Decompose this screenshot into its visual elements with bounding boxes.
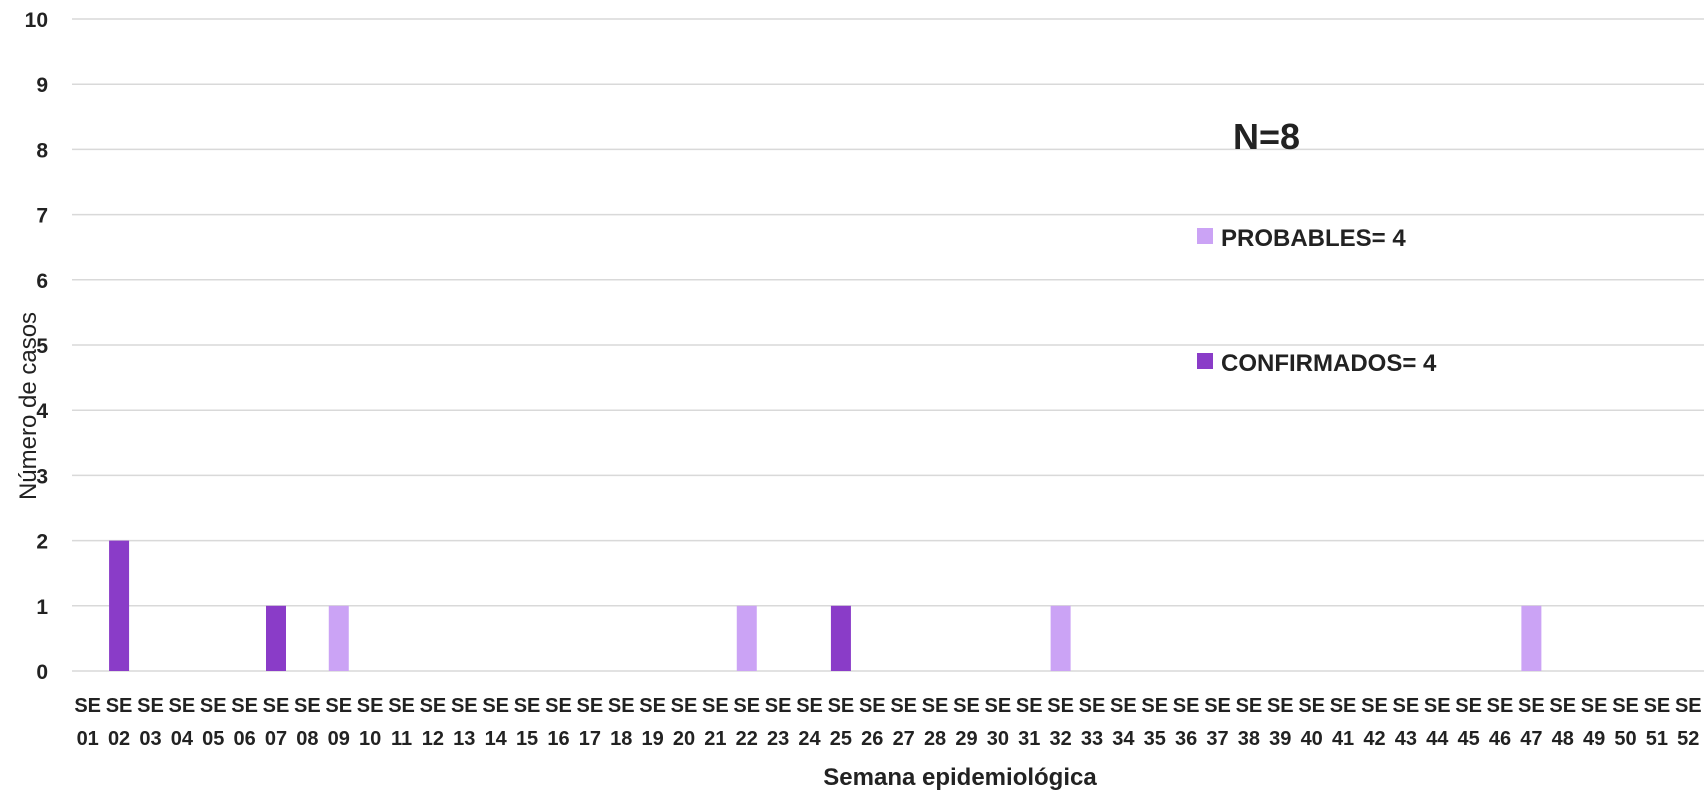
y-tick-label: 10 [25,9,48,32]
x-tick-label: SE 09 [325,695,352,750]
x-tick-label: SE 07 [263,695,290,750]
x-tick-label: SE 23 [765,695,792,750]
bar-confirmados-se25 [830,605,851,671]
x-tick-label: SE 44 [1424,695,1451,750]
y-tick-label: 0 [36,661,48,684]
x-tick-label: SE 24 [796,695,823,750]
x-tick-label: SE 31 [1016,695,1043,750]
y-tick-label: 6 [36,270,48,293]
x-tick-label: SE 15 [514,695,541,750]
y-tick-label: 7 [36,205,48,228]
x-tick-label: SE 03 [137,695,164,750]
x-tick-label: SE 04 [169,695,196,750]
x-tick-label: SE 48 [1549,695,1576,750]
x-tick-label: SE 12 [420,695,447,750]
x-tick-label: SE 49 [1581,695,1608,750]
x-tick-label: SE 45 [1455,695,1482,750]
y-tick-label: 9 [36,74,48,97]
legend-swatch-confirmados [1197,353,1213,369]
x-tick-label: SE 14 [482,695,509,750]
bar-probables-se22 [736,605,757,671]
x-tick-label: SE 50 [1612,695,1639,750]
x-tick-label: SE 51 [1644,695,1671,750]
x-tick-label: SE 38 [1236,695,1263,750]
total-annotation: N=8 [1233,116,1300,157]
x-tick-label: SE 33 [1079,695,1106,750]
x-tick-label: SE 22 [733,695,760,750]
x-tick-label: SE 46 [1487,695,1514,750]
y-tick-label: 5 [36,335,48,358]
x-tick-label: SE 26 [859,695,886,750]
x-tick-label: SE 16 [545,695,572,750]
x-tick-label: SE 40 [1298,695,1325,750]
y-axis-ticks: 0 1 2 3 4 5 6 7 8 9 10 [25,9,49,684]
y-tick-label: 2 [36,531,48,554]
x-tick-label: SE 29 [953,695,980,750]
x-tick-label: SE 52 [1675,695,1702,750]
x-axis-label: Semana epidemiológica [823,764,1097,791]
x-tick-label: SE 36 [1173,695,1200,750]
x-tick-label: SE 42 [1361,695,1388,750]
x-tick-label: SE 11 [388,695,415,750]
x-tick-label: SE 41 [1330,695,1357,750]
legend-label-probables: PROBABLES= 4 [1221,225,1406,252]
x-tick-label: SE 28 [922,695,949,750]
bar-probables-se47 [1521,605,1542,671]
bar-probables-se32 [1050,605,1071,671]
bar-confirmados-se02 [109,540,130,671]
x-tick-label: SE 21 [702,695,729,750]
x-tick-label: SE 19 [639,695,666,750]
legend-label-confirmados: CONFIRMADOS= 4 [1221,350,1437,377]
x-tick-label: SE 01 [74,695,101,750]
x-tick-label: SE 27 [890,695,917,750]
x-tick-label: SE 32 [1047,695,1074,750]
x-tick-label: SE 25 [828,695,855,750]
x-tick-label: SE 18 [608,695,635,750]
x-tick-label: SE 30 [985,695,1012,750]
y-tick-label: 4 [36,400,48,423]
x-tick-label: SE 43 [1393,695,1420,750]
y-tick-label: 1 [36,596,48,619]
x-tick-label: SE 08 [294,695,321,750]
x-tick-label: SE 39 [1267,695,1294,750]
bars [109,540,1542,671]
x-tick-label: SE 05 [200,695,227,750]
x-tick-label: SE 35 [1141,695,1168,750]
y-axis-label: Número de casos [15,312,42,500]
x-tick-label: SE 10 [357,695,384,750]
x-tick-label: SE 17 [577,695,604,750]
bar-probables-se09 [328,605,349,671]
x-tick-label: SE 34 [1110,695,1137,750]
x-tick-label: SE 47 [1518,695,1545,750]
bar-confirmados-se07 [266,605,286,671]
x-tick-label: SE 06 [231,695,258,750]
x-tick-label: SE 02 [106,695,133,750]
x-tick-label: SE 37 [1204,695,1231,750]
gridlines [72,18,1704,672]
x-tick-label: SE 13 [451,695,478,750]
y-tick-label: 8 [36,139,48,162]
legend: PROBABLES= 4 CONFIRMADOS= 4 [1197,225,1437,377]
y-tick-label: 3 [36,465,48,488]
legend-swatch-probables [1197,228,1213,244]
x-tick-label: SE 20 [671,695,698,750]
